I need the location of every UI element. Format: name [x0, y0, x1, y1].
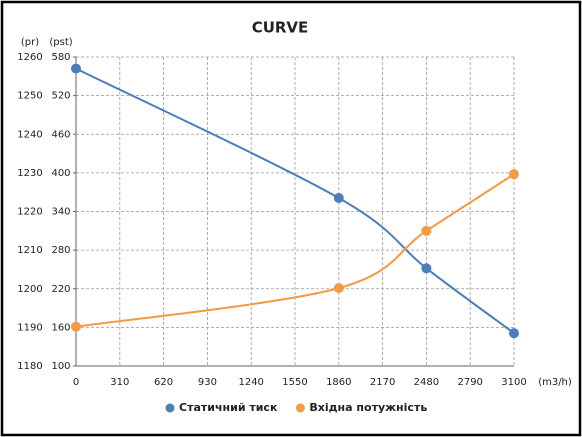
x-tick-label: 3100: [501, 377, 526, 388]
y2-tick-label: 160: [51, 322, 70, 333]
data-point: [71, 63, 81, 74]
y-axis-label: (pr): [21, 37, 39, 48]
x-tick-label: 1240: [238, 377, 263, 388]
y2-axis-label: (pst): [49, 37, 72, 48]
y-tick-label: 1210: [17, 245, 42, 256]
legend-marker: [295, 403, 305, 413]
x-axis-label: (m3/h): [538, 377, 572, 388]
y-tick-label: 1260: [17, 52, 42, 63]
y2-tick-label: 460: [51, 129, 70, 140]
y2-tick-label: 340: [51, 207, 70, 218]
data-point: [333, 283, 344, 294]
data-point: [421, 263, 432, 274]
y-tick-label: 1190: [17, 322, 42, 333]
data-point: [421, 225, 432, 236]
series-line: [75, 173, 515, 328]
y-tick-label: 1230: [17, 168, 42, 179]
y2-tick-label: 520: [51, 91, 70, 102]
y-tick-label: 1250: [17, 91, 42, 102]
x-tick-label: 310: [110, 377, 129, 388]
legend-marker: [165, 403, 175, 413]
x-tick-label: 2170: [370, 377, 395, 388]
y-tick-label: 1240: [17, 129, 42, 140]
y2-tick-label: 220: [51, 284, 70, 295]
y-tick-label: 1180: [17, 361, 42, 372]
x-tick-label: 1550: [282, 377, 307, 388]
data-point: [509, 169, 519, 180]
y2-tick-label: 400: [51, 168, 70, 179]
series-line: [75, 67, 515, 334]
x-tick-label: 2480: [414, 377, 439, 388]
y-tick-label: 1220: [17, 207, 42, 218]
x-tick-label: 620: [154, 377, 173, 388]
y2-tick-label: 280: [51, 245, 70, 256]
x-tick-label: 930: [198, 377, 217, 388]
data-point: [509, 328, 519, 339]
chart-title: CURVE: [252, 19, 309, 37]
legend-label: Статичний тиск: [179, 401, 278, 414]
data-point: [71, 321, 81, 332]
y-tick-label: 1200: [17, 284, 42, 295]
y2-tick-label: 580: [51, 52, 70, 63]
data-point: [333, 192, 344, 203]
x-tick-label: 1860: [326, 377, 351, 388]
x-tick-label: 2790: [457, 377, 482, 388]
legend-label: Вхідна потужність: [309, 401, 427, 414]
x-tick-label: 0: [73, 377, 79, 388]
y2-tick-label: 100: [51, 361, 70, 372]
